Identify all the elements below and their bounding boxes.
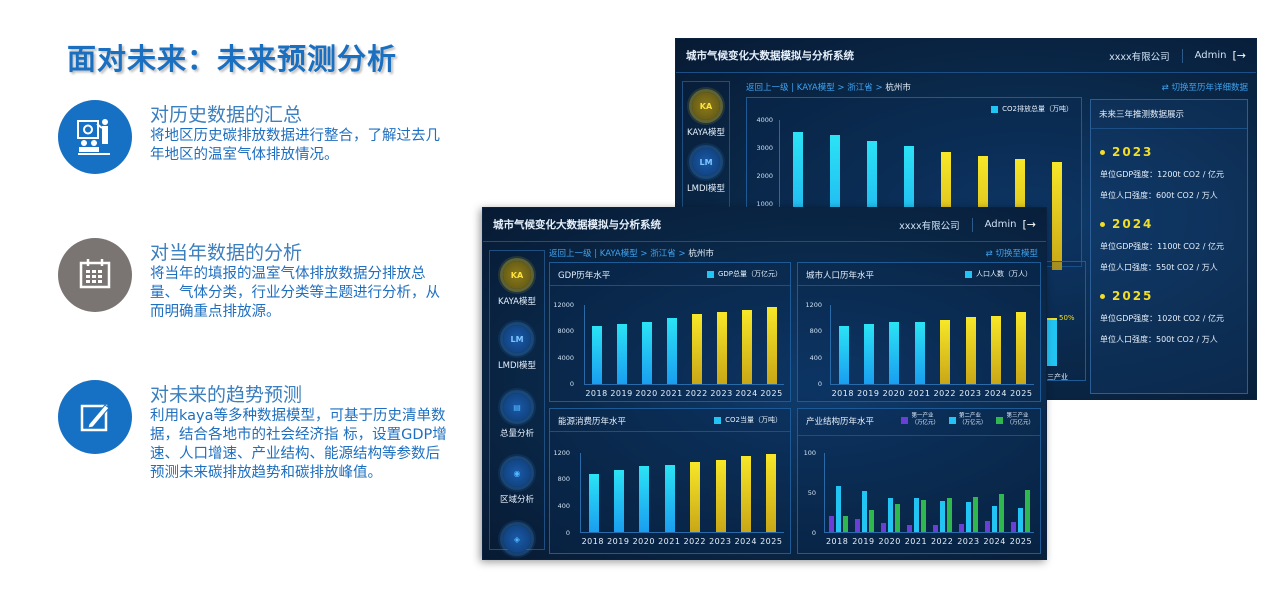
industry-share-panel: 50% 三产业 xyxy=(1046,261,1086,381)
x-axis-labels: 2018 2019 2020 2021 2022 2023 2024 2025 xyxy=(825,537,1033,546)
forecast-year-2025: 2025 xyxy=(1100,289,1247,303)
lmdi-icon: LM xyxy=(692,148,720,176)
x-axis-labels: 2018 2019 2020 2021 2022 2023 2024 2025 xyxy=(581,537,783,546)
feature-title: 对历史数据的汇总 xyxy=(150,104,303,126)
nav-lmdi-model[interactable]: LM LMDI模型 xyxy=(498,325,536,371)
feature-title: 对当年数据的分析 xyxy=(150,242,303,264)
top-bar: 城市气候变化大数据模拟与分析系统 xxxx有限公司 Admin [→ xyxy=(483,208,1046,242)
chart-legend: CO2当量（万吨） xyxy=(714,415,782,425)
system-title: 城市气候变化大数据模拟与分析系统 xyxy=(493,219,661,231)
company-name: xxxx有限公司 xyxy=(1109,48,1183,63)
panel-title: 产业结构历年水平 xyxy=(806,417,875,427)
breadcrumb-province[interactable]: 浙江省 xyxy=(650,249,676,259)
user-name[interactable]: Admin xyxy=(1194,50,1227,61)
nav-intensity-analysis[interactable]: ◈ 强度分析 xyxy=(500,525,534,559)
panel-title: GDP历年水平 xyxy=(558,271,611,281)
breadcrumb: 返回上一级 | KAYA模型 > 浙江省 > 杭州市 xyxy=(746,83,911,93)
switch-detail-button[interactable]: ⇄ 切换至历年详细数据 xyxy=(1161,83,1248,93)
panel-title: 能源消费历年水平 xyxy=(558,417,627,427)
chart-legend: CO2排放总量（万吨） xyxy=(991,104,1073,114)
x-axis-labels: 2018 2019 2020 2021 2022 2023 2024 2025 xyxy=(585,389,783,398)
top-bar: 城市气候变化大数据模拟与分析系统 xxxx有限公司 Admin [→ xyxy=(676,39,1256,73)
logout-icon[interactable]: [→ xyxy=(1022,218,1036,231)
calendar-icon xyxy=(58,238,132,312)
presentation-icon xyxy=(58,100,132,174)
plot-area xyxy=(584,305,784,385)
nav-kaya-model[interactable]: KA KAYA模型 xyxy=(687,92,725,138)
x-axis-labels: 2018 2019 2020 2021 2022 2023 2024 2025 xyxy=(831,389,1033,398)
forecast-year-2024: 2024 xyxy=(1100,217,1247,231)
logout-icon[interactable]: [→ xyxy=(1232,49,1246,62)
side-nav: KA KAYA模型 LM LMDI模型 ▤ 总量分析 ◉ 区域分析 ◈ 强度分析 xyxy=(489,250,545,553)
gdp-chart-panel: GDP历年水平 GDP总量（万亿元） 12000 8000 4000 0 201… xyxy=(549,262,791,402)
feature-description: 将当年的填报的温室气体排放数据分排放总量、气体分类，行业分类等主题进行分析，从而… xyxy=(150,266,440,320)
breadcrumb-model[interactable]: KAYA模型 xyxy=(599,249,638,259)
forecast-year-2023: 2023 xyxy=(1100,145,1247,159)
breadcrumb: 返回上一级 | KAYA模型 > 浙江省 > 杭州市 xyxy=(549,249,714,259)
system-title: 城市气候变化大数据模拟与分析系统 xyxy=(686,50,854,62)
plot-area xyxy=(580,453,784,533)
feature-description: 将地区历史碳排放数据进行整合，了解过去几年地区的温室气体排放情况。 xyxy=(150,128,440,163)
forecast-panel: 未来三年推测数据展示 2023 单位GDP强度：1200t CO2 / 亿元 单… xyxy=(1090,99,1248,394)
front-dashboard-screenshot: 城市气候变化大数据模拟与分析系统 xxxx有限公司 Admin [→ 返回上一级… xyxy=(482,207,1047,560)
nav-region-analysis[interactable]: ◉ 区域分析 xyxy=(500,459,534,505)
breadcrumb-back[interactable]: 返回上一级 xyxy=(549,249,592,259)
breadcrumb-back[interactable]: 返回上一级 xyxy=(746,83,789,93)
edit-icon xyxy=(58,380,132,454)
industry-structure-chart-panel: 产业结构历年水平 第一产业 （万亿元） 第二产业 （万亿元） 第三产业 （万亿元） 1… xyxy=(797,408,1041,554)
nav-kaya-model[interactable]: KA KAYA模型 xyxy=(498,261,536,307)
panel-title: 城市人口历年水平 xyxy=(806,271,875,281)
lmdi-icon: LM xyxy=(503,325,531,353)
nav-lmdi-model[interactable]: LM LMDI模型 xyxy=(687,148,725,194)
feature-title: 对未来的趋势预测 xyxy=(150,384,303,406)
nav-total-analysis[interactable]: ▤ 总量分析 xyxy=(500,393,534,439)
feature-description: 利用kaya等多种数据模型，可基于历史清单数据，结合各地市的社会经济指 标，设置… xyxy=(150,408,447,481)
breadcrumb-city: 杭州市 xyxy=(885,83,911,93)
location-pin-icon: ◉ xyxy=(502,459,531,487)
population-chart-panel: 城市人口历年水平 人口人数（万人） 1200 800 400 0 2018 201… xyxy=(797,262,1041,402)
chart-legend: GDP总量（万亿元） xyxy=(706,269,782,279)
kaya-icon: KA xyxy=(692,92,720,120)
page-title: 面对未来：未来预测分析 xyxy=(67,42,398,76)
breadcrumb-city: 杭州市 xyxy=(688,249,714,259)
breadcrumb-model[interactable]: KAYA模型 xyxy=(796,83,835,93)
chart-legend: 人口人数（万人） xyxy=(965,269,1032,279)
user-name[interactable]: Admin xyxy=(984,219,1017,230)
plot-area xyxy=(830,305,1034,385)
total-analysis-icon: ▤ xyxy=(502,393,531,421)
company-name: xxxx有限公司 xyxy=(899,217,973,232)
kaya-icon: KA xyxy=(503,261,531,289)
switch-model-button[interactable]: ⇄ 切换至模型 xyxy=(985,249,1038,259)
layers-icon: ◈ xyxy=(502,525,531,553)
energy-consumption-chart-panel: 能源消费历年水平 CO2当量（万吨） 1200 800 400 0 2018 20… xyxy=(549,408,791,554)
side-nav: KA KAYA模型 LM LMDI模型 xyxy=(682,81,730,221)
forecast-title: 未来三年推测数据展示 xyxy=(1091,100,1247,129)
plot-area xyxy=(824,453,1034,533)
chart-legend: 第一产业 （万亿元） 第二产业 （万亿元） 第三产业 （万亿元） xyxy=(901,413,1034,427)
breadcrumb-province[interactable]: 浙江省 xyxy=(847,83,873,93)
